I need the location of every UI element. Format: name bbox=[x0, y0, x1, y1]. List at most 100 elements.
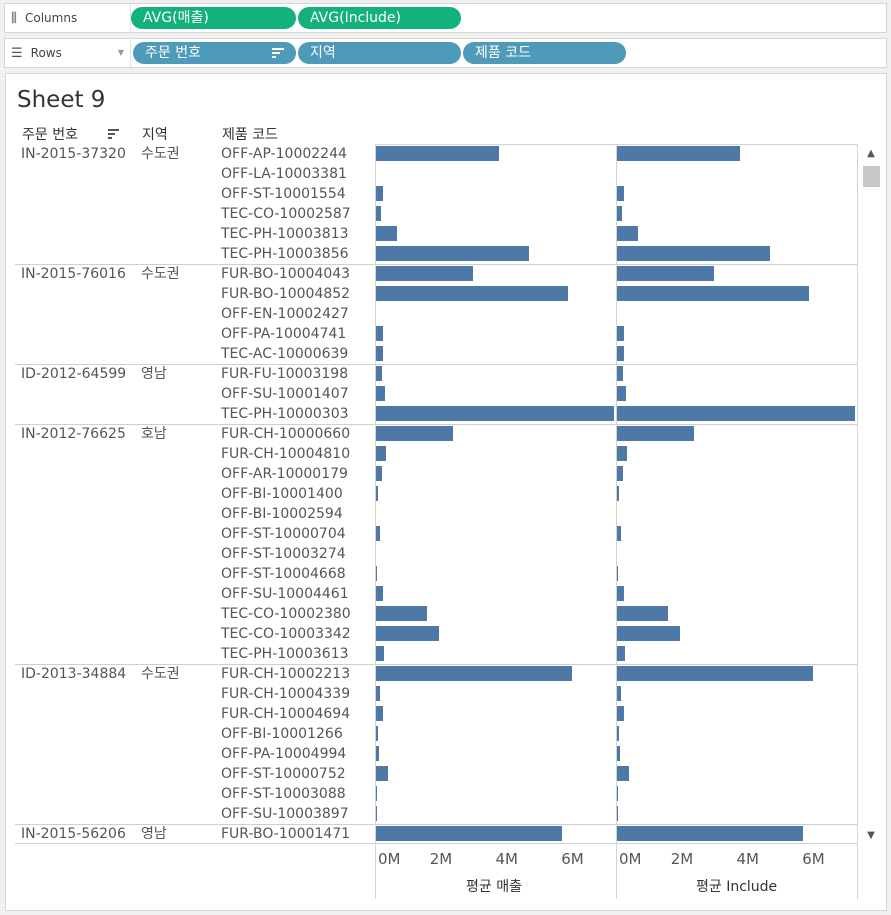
sales-bar[interactable] bbox=[376, 726, 378, 741]
sales-bar[interactable] bbox=[376, 626, 440, 641]
product-code-cell[interactable]: OFF-ST-10003274 bbox=[221, 546, 346, 562]
pill-product-code[interactable]: 제품 코드 bbox=[463, 42, 626, 64]
product-code-cell[interactable]: OFF-ST-10000704 bbox=[221, 526, 346, 542]
product-code-cell[interactable]: TEC-PH-10003813 bbox=[221, 226, 349, 242]
table-row[interactable]: OFF-EN-10002427 bbox=[15, 304, 858, 324]
chevron-down-icon[interactable]: ▼ bbox=[117, 48, 124, 57]
table-row[interactable]: OFF-ST-10003088 bbox=[15, 784, 858, 804]
include-bar[interactable] bbox=[617, 566, 618, 581]
sales-bar[interactable] bbox=[376, 266, 473, 281]
sales-bar[interactable] bbox=[376, 566, 377, 581]
table-row[interactable]: OFF-ST-10004668 bbox=[15, 564, 858, 584]
sort-descending-icon[interactable] bbox=[108, 129, 119, 139]
rows-shelf-label[interactable]: ☰ Rows ▼ bbox=[5, 39, 130, 67]
sales-bar[interactable] bbox=[376, 226, 398, 241]
product-code-cell[interactable]: FUR-BO-10001471 bbox=[221, 826, 351, 842]
sales-bar[interactable] bbox=[376, 406, 615, 421]
sales-bar[interactable] bbox=[376, 746, 379, 761]
sales-bar[interactable] bbox=[376, 806, 377, 821]
product-code-cell[interactable]: OFF-SU-10004461 bbox=[221, 586, 349, 602]
sales-bar[interactable] bbox=[376, 426, 454, 441]
include-bar[interactable] bbox=[617, 526, 621, 541]
sales-bar[interactable] bbox=[376, 706, 384, 721]
product-code-cell[interactable]: OFF-ST-10003088 bbox=[221, 786, 346, 802]
product-code-cell[interactable]: FUR-FU-10003198 bbox=[221, 366, 349, 382]
sales-bar[interactable] bbox=[376, 586, 384, 601]
include-bar[interactable] bbox=[617, 726, 619, 741]
table-row[interactable]: OFF-BI-10002594 bbox=[15, 504, 858, 524]
scroll-thumb[interactable] bbox=[863, 166, 880, 187]
table-row[interactable]: OFF-AR-10000179 bbox=[15, 464, 858, 484]
product-code-cell[interactable]: OFF-PA-10004994 bbox=[221, 746, 347, 762]
sales-bar[interactable] bbox=[376, 446, 386, 461]
table-row[interactable]: TEC-PH-10003613 bbox=[15, 644, 858, 664]
include-bar[interactable] bbox=[617, 206, 622, 221]
sales-bar[interactable] bbox=[376, 766, 388, 781]
sales-bar[interactable] bbox=[376, 286, 569, 301]
include-bar[interactable] bbox=[617, 226, 639, 241]
order-number-cell[interactable]: ID-2012-64599 bbox=[21, 366, 127, 382]
product-code-cell[interactable]: OFF-SU-10003897 bbox=[221, 806, 349, 822]
include-bar[interactable] bbox=[617, 606, 668, 621]
product-code-cell[interactable]: FUR-CH-10004694 bbox=[221, 706, 351, 722]
table-row[interactable]: IN-2015-76016 수도권 FUR-BO-10004043 bbox=[15, 264, 858, 284]
table-row[interactable]: FUR-CH-10004694 bbox=[15, 704, 858, 724]
sales-bar[interactable] bbox=[376, 666, 572, 681]
region-cell[interactable]: 수도권 bbox=[141, 666, 180, 682]
table-row[interactable]: ID-2012-64599 영남 FUR-FU-10003198 bbox=[15, 364, 858, 384]
table-row[interactable]: OFF-LA-10003381 bbox=[15, 164, 858, 184]
sales-bar[interactable] bbox=[376, 186, 384, 201]
table-row[interactable]: OFF-SU-10001407 bbox=[15, 384, 858, 404]
table-row[interactable]: TEC-PH-10003813 bbox=[15, 224, 858, 244]
include-bar[interactable] bbox=[617, 706, 625, 721]
header-order-number[interactable]: 주문 번호 bbox=[22, 127, 78, 143]
table-row[interactable]: IN-2015-56206 영남 FUR-BO-10001471 bbox=[15, 824, 858, 844]
table-row[interactable]: IN-2012-76625 호남 FUR-CH-10000660 bbox=[15, 424, 858, 444]
order-number-cell[interactable]: IN-2015-76016 bbox=[21, 266, 126, 282]
include-bar[interactable] bbox=[617, 146, 741, 161]
header-region[interactable]: 지역 bbox=[142, 127, 168, 143]
pill-order-number[interactable]: 주문 번호 bbox=[133, 42, 296, 64]
product-code-cell[interactable]: OFF-BI-10001400 bbox=[221, 486, 343, 502]
sales-bar[interactable] bbox=[376, 646, 385, 661]
include-bar[interactable] bbox=[617, 686, 621, 701]
product-code-cell[interactable]: FUR-CH-10000660 bbox=[221, 426, 351, 442]
include-bar[interactable] bbox=[617, 746, 620, 761]
product-code-cell[interactable]: OFF-AP-10002244 bbox=[221, 146, 347, 162]
include-bar[interactable] bbox=[617, 346, 625, 361]
pill-avg-sales[interactable]: AVG(매출) bbox=[131, 7, 296, 29]
table-row[interactable]: OFF-BI-10001400 bbox=[15, 484, 858, 504]
table-row[interactable]: OFF-PA-10004741 bbox=[15, 324, 858, 344]
include-bar[interactable] bbox=[617, 286, 810, 301]
region-cell[interactable]: 영남 bbox=[141, 826, 167, 842]
sales-bar[interactable] bbox=[376, 486, 378, 501]
table-row[interactable]: OFF-ST-10000752 bbox=[15, 764, 858, 784]
header-product-code[interactable]: 제품 코드 bbox=[222, 127, 278, 143]
sales-bar[interactable] bbox=[376, 246, 529, 261]
include-bar[interactable] bbox=[617, 486, 619, 501]
product-code-cell[interactable]: TEC-CO-10003342 bbox=[221, 626, 351, 642]
product-code-cell[interactable]: OFF-SU-10001407 bbox=[221, 386, 349, 402]
product-code-cell[interactable]: OFF-PA-10004741 bbox=[221, 326, 347, 342]
table-row[interactable]: OFF-SU-10004461 bbox=[15, 584, 858, 604]
include-bar[interactable] bbox=[617, 406, 856, 421]
table-row[interactable]: FUR-BO-10004852 bbox=[15, 284, 858, 304]
table-row[interactable]: TEC-CO-10003342 bbox=[15, 624, 858, 644]
include-bar[interactable] bbox=[617, 766, 629, 781]
vertical-scrollbar[interactable]: ▲ ▼ bbox=[861, 144, 881, 844]
region-cell[interactable]: 영남 bbox=[141, 366, 167, 382]
product-code-cell[interactable]: OFF-BI-10002594 bbox=[221, 506, 343, 522]
include-bar[interactable] bbox=[617, 246, 770, 261]
sales-bar[interactable] bbox=[376, 786, 377, 801]
table-row[interactable]: OFF-SU-10003897 bbox=[15, 804, 858, 824]
product-code-cell[interactable]: OFF-ST-10000752 bbox=[221, 766, 346, 782]
table-row[interactable]: FUR-CH-10004810 bbox=[15, 444, 858, 464]
table-row[interactable]: ID-2013-34884 수도권 FUR-CH-10002213 bbox=[15, 664, 858, 684]
product-code-cell[interactable]: FUR-CH-10002213 bbox=[221, 666, 351, 682]
table-row[interactable]: OFF-BI-10001266 bbox=[15, 724, 858, 744]
product-code-cell[interactable]: TEC-CO-10002587 bbox=[221, 206, 351, 222]
sales-bar[interactable] bbox=[376, 326, 383, 341]
product-code-cell[interactable]: TEC-PH-10003856 bbox=[221, 246, 349, 262]
scroll-up-icon[interactable]: ▲ bbox=[867, 147, 875, 159]
table-row[interactable]: TEC-CO-10002587 bbox=[15, 204, 858, 224]
